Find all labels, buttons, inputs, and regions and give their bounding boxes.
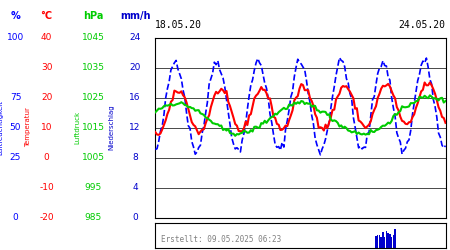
- Text: 0: 0: [44, 153, 50, 162]
- Text: mm/h: mm/h: [120, 11, 150, 21]
- Text: 24.05.20: 24.05.20: [399, 20, 446, 30]
- Text: 995: 995: [85, 183, 102, 192]
- Text: 8: 8: [132, 153, 138, 162]
- Text: 50: 50: [10, 123, 21, 132]
- Text: 18.05.20: 18.05.20: [155, 20, 202, 30]
- Text: 100: 100: [7, 33, 24, 42]
- Text: 30: 30: [41, 63, 52, 72]
- Bar: [384, 237, 386, 248]
- Text: -20: -20: [39, 213, 54, 222]
- Text: 12: 12: [130, 123, 141, 132]
- Bar: [377, 235, 378, 248]
- Text: hPa: hPa: [83, 11, 104, 21]
- Bar: [394, 229, 396, 248]
- Text: Temperatur: Temperatur: [25, 108, 31, 148]
- Text: 0: 0: [13, 213, 18, 222]
- Text: 1045: 1045: [82, 33, 104, 42]
- Text: Niederschlag: Niederschlag: [109, 105, 115, 150]
- Bar: [382, 232, 384, 248]
- Bar: [386, 231, 387, 248]
- Text: 16: 16: [129, 93, 141, 102]
- Text: 1005: 1005: [81, 153, 105, 162]
- Text: Luftfeuchtigkeit: Luftfeuchtigkeit: [0, 100, 3, 155]
- Text: 75: 75: [10, 93, 21, 102]
- Text: 10: 10: [41, 123, 52, 132]
- Bar: [380, 237, 382, 248]
- Text: 40: 40: [41, 33, 52, 42]
- Text: 985: 985: [85, 213, 102, 222]
- Text: 1025: 1025: [82, 93, 104, 102]
- Text: 1035: 1035: [81, 63, 105, 72]
- Bar: [389, 234, 391, 247]
- Text: 20: 20: [130, 63, 141, 72]
- Text: Luftdruck: Luftdruck: [75, 111, 81, 144]
- Text: 0: 0: [132, 213, 138, 222]
- Text: 20: 20: [41, 93, 52, 102]
- Bar: [391, 237, 392, 248]
- Text: °C: °C: [40, 11, 53, 21]
- Text: %: %: [11, 11, 20, 21]
- Bar: [375, 236, 377, 248]
- Text: Erstellt: 09.05.2025 06:23: Erstellt: 09.05.2025 06:23: [161, 235, 281, 244]
- Bar: [379, 236, 380, 248]
- Bar: [392, 236, 394, 248]
- Text: 24: 24: [130, 33, 141, 42]
- Text: 25: 25: [10, 153, 21, 162]
- Text: 4: 4: [132, 183, 138, 192]
- Bar: [387, 233, 389, 248]
- Text: -10: -10: [39, 183, 54, 192]
- Text: 1015: 1015: [81, 123, 105, 132]
